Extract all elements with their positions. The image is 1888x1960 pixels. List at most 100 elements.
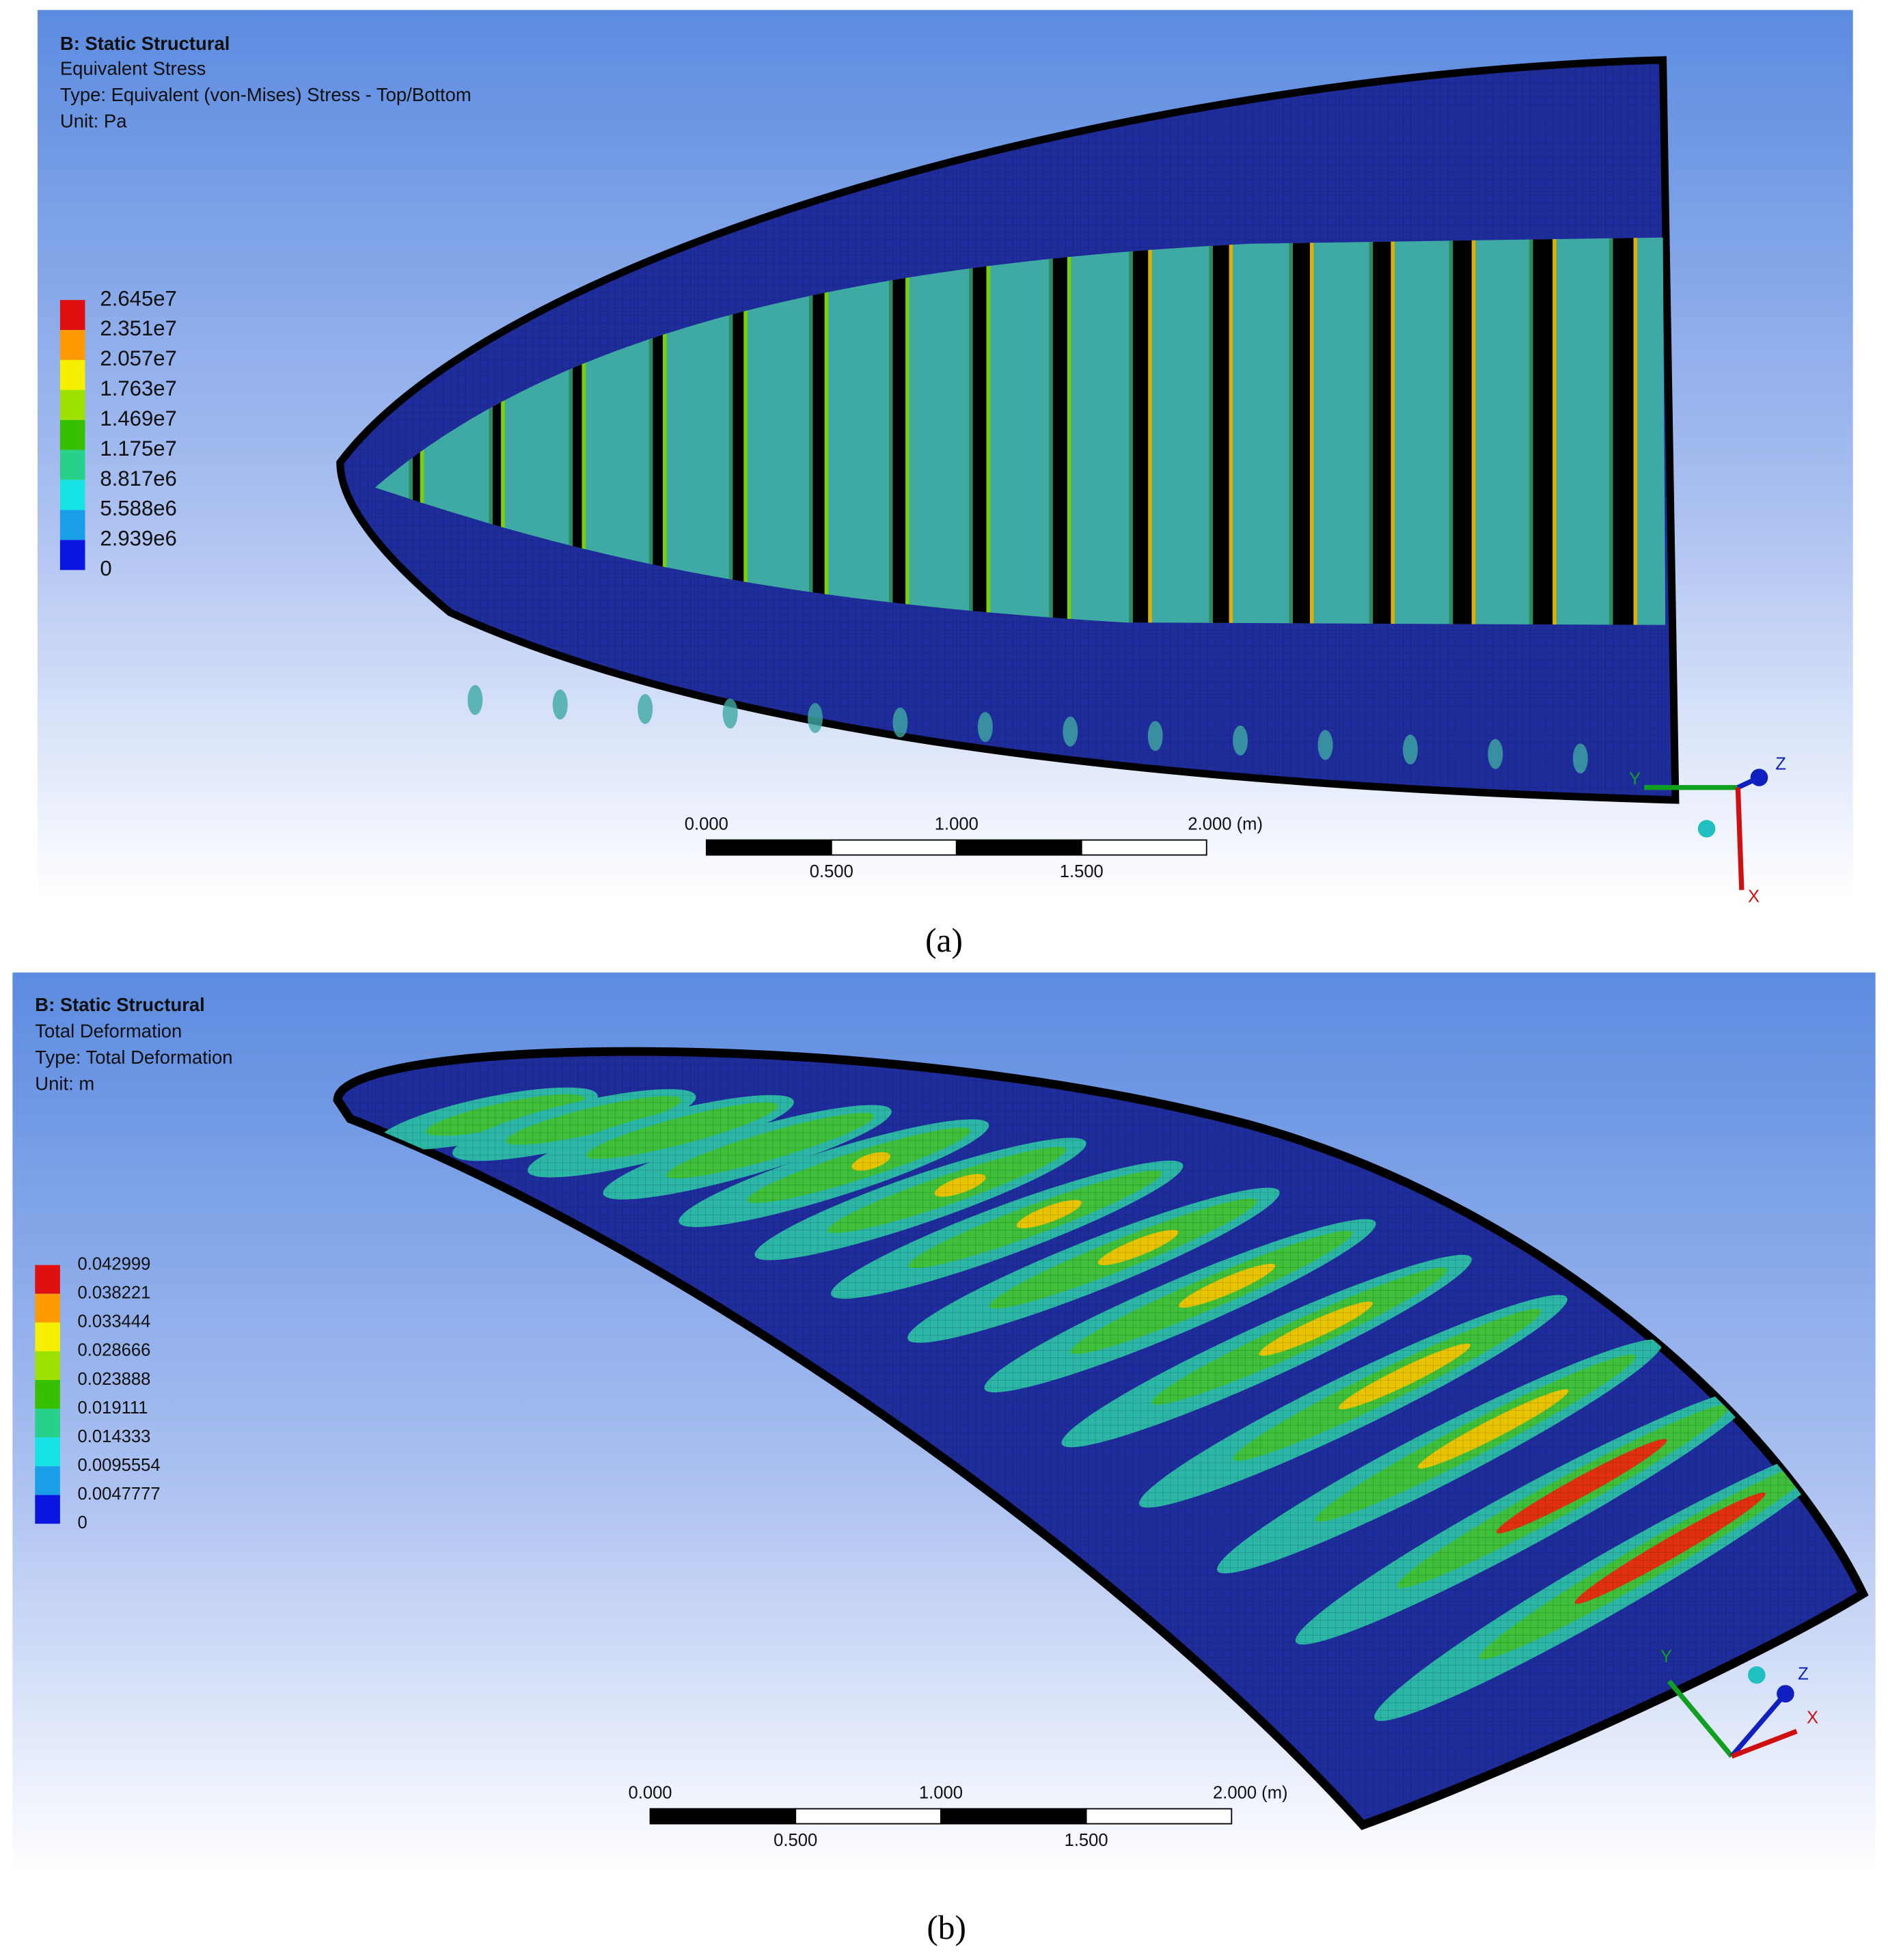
rib-stress xyxy=(986,237,991,625)
view-center xyxy=(1697,820,1716,838)
legend-swatch xyxy=(59,300,85,331)
legend-swatch xyxy=(59,480,85,510)
rib-stress xyxy=(582,237,586,625)
legend-label: 0.033444 xyxy=(78,1312,151,1331)
legend-label: 0.014333 xyxy=(78,1427,151,1446)
rib-gap xyxy=(1533,237,1553,625)
rib-gap xyxy=(1292,237,1311,625)
legend-swatch xyxy=(35,1437,60,1467)
result-info: Unit: m xyxy=(35,1073,94,1094)
legend-label: 0.0047777 xyxy=(78,1485,161,1504)
axis-label: Z xyxy=(1775,755,1786,774)
result-info: Type: Total Deformation xyxy=(35,1047,232,1068)
rib-stress xyxy=(1049,237,1053,625)
rib-gap xyxy=(1132,237,1149,625)
rib-stress xyxy=(1609,237,1613,625)
legend-label: 0 xyxy=(78,1513,87,1532)
legend-swatch xyxy=(59,540,85,570)
axis-label: X xyxy=(1748,887,1760,907)
legend-label: 0.023888 xyxy=(78,1370,151,1389)
legend-label: 0.019111 xyxy=(78,1398,148,1418)
rib-stress xyxy=(1129,237,1133,625)
axis-x xyxy=(1730,1728,1798,1759)
rib-stress xyxy=(1369,237,1373,625)
stress-spot xyxy=(1488,739,1503,769)
scale-label: 1.500 xyxy=(1060,862,1104,881)
scale-bar-segment xyxy=(705,839,832,856)
rib-stress xyxy=(808,237,813,625)
scale-label: 1.500 xyxy=(1065,1831,1108,1850)
stress-spot xyxy=(1233,725,1248,756)
legend-label: 0.038221 xyxy=(78,1284,151,1303)
axis-label: X xyxy=(1807,1709,1818,1728)
rib-stress xyxy=(905,237,909,625)
stress-spot xyxy=(467,685,483,715)
result-info: Unit: Pa xyxy=(60,111,127,132)
scale-bar-segment xyxy=(940,1808,1087,1825)
axis-z xyxy=(1729,1692,1788,1758)
axis-z-head xyxy=(1777,1685,1794,1703)
scale-label: 1.000 xyxy=(935,814,979,833)
rib-gap xyxy=(972,237,987,625)
stress-spot xyxy=(638,693,653,724)
scale-bar-segment xyxy=(1085,1808,1233,1825)
legend-swatch xyxy=(35,1265,60,1294)
scale-label: 0.000 xyxy=(685,814,728,833)
stress-spot xyxy=(977,712,993,743)
stress-spot xyxy=(722,698,738,729)
axis-x xyxy=(1735,787,1745,890)
legend-swatch xyxy=(35,1380,60,1409)
rib-gap xyxy=(1212,237,1229,625)
rib-stress xyxy=(489,237,493,625)
legend-swatch xyxy=(59,419,85,450)
legend-label: 2.351e7 xyxy=(100,316,176,340)
legend-label: 2.939e6 xyxy=(100,527,176,551)
rib-band-a xyxy=(374,237,1666,625)
panel-caption: (b) xyxy=(927,1909,966,1946)
legend-label: 5.588e6 xyxy=(100,497,176,521)
legend-swatch xyxy=(59,359,85,390)
rib-gap xyxy=(1373,237,1391,625)
scale-label: 0.500 xyxy=(774,1831,817,1850)
rib-stress xyxy=(1449,237,1453,625)
legend-label: 8.817e6 xyxy=(100,467,176,491)
rib-stress xyxy=(1209,237,1213,625)
rib-stress xyxy=(1229,237,1233,625)
rib-gap xyxy=(1613,237,1634,625)
axis-label: Z xyxy=(1798,1665,1809,1684)
legend-label: 1.763e7 xyxy=(100,376,176,400)
rib-stress xyxy=(501,237,505,625)
mesh-b xyxy=(338,1051,1863,1825)
rib-stress xyxy=(1391,237,1395,625)
rib-gap xyxy=(1052,237,1067,625)
stress-spot xyxy=(1403,734,1418,765)
result-info: Equivalent Stress xyxy=(60,58,206,79)
stress-spot xyxy=(1572,743,1588,774)
stress-spot xyxy=(1317,730,1333,760)
axis-label: Y xyxy=(1629,770,1641,789)
view-center xyxy=(1748,1666,1766,1684)
analysis-title: B: Static Structural xyxy=(60,33,230,54)
legend-label: 0.028666 xyxy=(78,1341,151,1360)
scale-bar-segment xyxy=(955,839,1082,856)
rib-stress xyxy=(728,237,733,625)
rib-stress xyxy=(1552,237,1557,625)
scale-label: 2.000 (m) xyxy=(1213,1783,1288,1802)
legend-swatch xyxy=(35,1495,60,1524)
stress-spot xyxy=(808,703,823,733)
rib-stress xyxy=(969,237,973,625)
legend-swatch xyxy=(35,1409,60,1438)
scale-bar-segment xyxy=(649,1808,797,1825)
scale-bar-segment xyxy=(795,1808,942,1825)
rib-stress xyxy=(1633,237,1638,625)
rib-stress xyxy=(824,237,829,625)
rib-stress xyxy=(662,237,667,625)
rib-stress xyxy=(1310,237,1314,625)
axis-y xyxy=(1667,1679,1734,1758)
rib-stress xyxy=(648,237,653,625)
legend-swatch xyxy=(35,1293,60,1323)
rib-gap xyxy=(1453,237,1472,625)
rib-stress xyxy=(888,237,893,625)
legend-label: 0.042999 xyxy=(78,1254,151,1273)
